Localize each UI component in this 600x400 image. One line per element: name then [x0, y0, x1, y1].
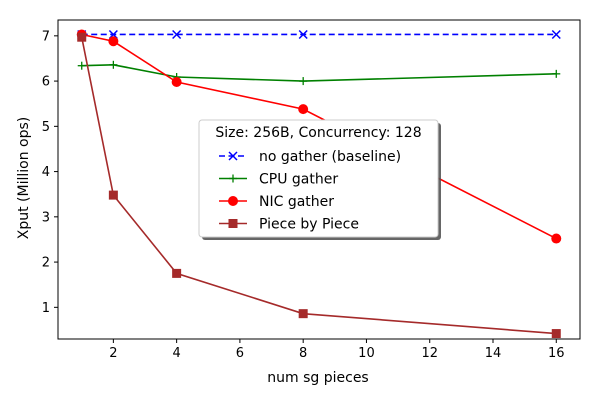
data-point — [172, 268, 182, 278]
x-tick-label: 16 — [548, 346, 565, 361]
legend-item: Piece by Piece — [219, 217, 359, 233]
x-tick-label: 4 — [172, 346, 180, 361]
data-point — [172, 29, 182, 40]
x-tick-label: 6 — [236, 346, 244, 361]
marker-stroke — [298, 29, 308, 40]
axes-frame — [57, 19, 581, 340]
data-point — [108, 190, 118, 200]
y-axis-label: Xput (Million ops) — [16, 117, 32, 240]
data-point — [298, 29, 308, 40]
marker-stroke — [551, 29, 561, 40]
y-tick-label: 3 — [42, 210, 50, 225]
x-tick-label: 12 — [421, 346, 438, 361]
y-tick-label: 2 — [42, 256, 50, 271]
data-point — [552, 69, 561, 78]
y-tick-label: 4 — [42, 165, 50, 180]
legend-marker — [228, 151, 238, 161]
x-tick-label: 2 — [109, 346, 117, 361]
y-tick-label: 7 — [42, 29, 50, 44]
legend-label: CPU gather — [259, 172, 338, 188]
data-point — [551, 329, 561, 339]
legend-item: no gather (baseline) — [219, 149, 401, 165]
legend-item: NIC gather — [219, 194, 334, 210]
plot-area — [76, 29, 562, 339]
data-point — [108, 36, 119, 47]
series-no-gather-baseline — [77, 29, 561, 40]
data-point — [298, 104, 309, 115]
marker-stroke — [172, 29, 182, 40]
legend-item: CPU gather — [219, 172, 338, 188]
data-point — [298, 309, 308, 319]
legend-marker — [228, 196, 238, 206]
x-axis-label: num sg pieces — [267, 370, 368, 386]
legend-marker — [229, 174, 237, 183]
y-tick-label: 5 — [42, 120, 50, 135]
data-point — [551, 29, 561, 40]
legend-marker — [228, 219, 238, 228]
data-point — [109, 60, 118, 69]
legend-box — [198, 119, 439, 238]
series-piece-by-piece — [77, 32, 561, 339]
marker-stroke — [228, 151, 238, 161]
x-tick-label: 10 — [358, 346, 375, 361]
legend-label: NIC gather — [259, 194, 334, 210]
data-point — [171, 76, 182, 87]
data-point — [299, 77, 308, 86]
legend-label: Piece by Piece — [259, 217, 359, 233]
x-tick-label: 8 — [299, 346, 307, 361]
legend-title: Size: 256B, Concurrency: 128 — [215, 125, 421, 141]
y-tick-label: 6 — [42, 75, 50, 90]
legend-label: no gather (baseline) — [259, 149, 401, 165]
legend: Size: 256B, Concurrency: 128 no gather (b… — [198, 119, 441, 240]
y-tick-label: 1 — [42, 301, 50, 316]
data-point — [77, 61, 86, 70]
x-tick-label: 14 — [485, 346, 502, 361]
data-point — [77, 32, 87, 42]
data-point — [551, 233, 562, 244]
